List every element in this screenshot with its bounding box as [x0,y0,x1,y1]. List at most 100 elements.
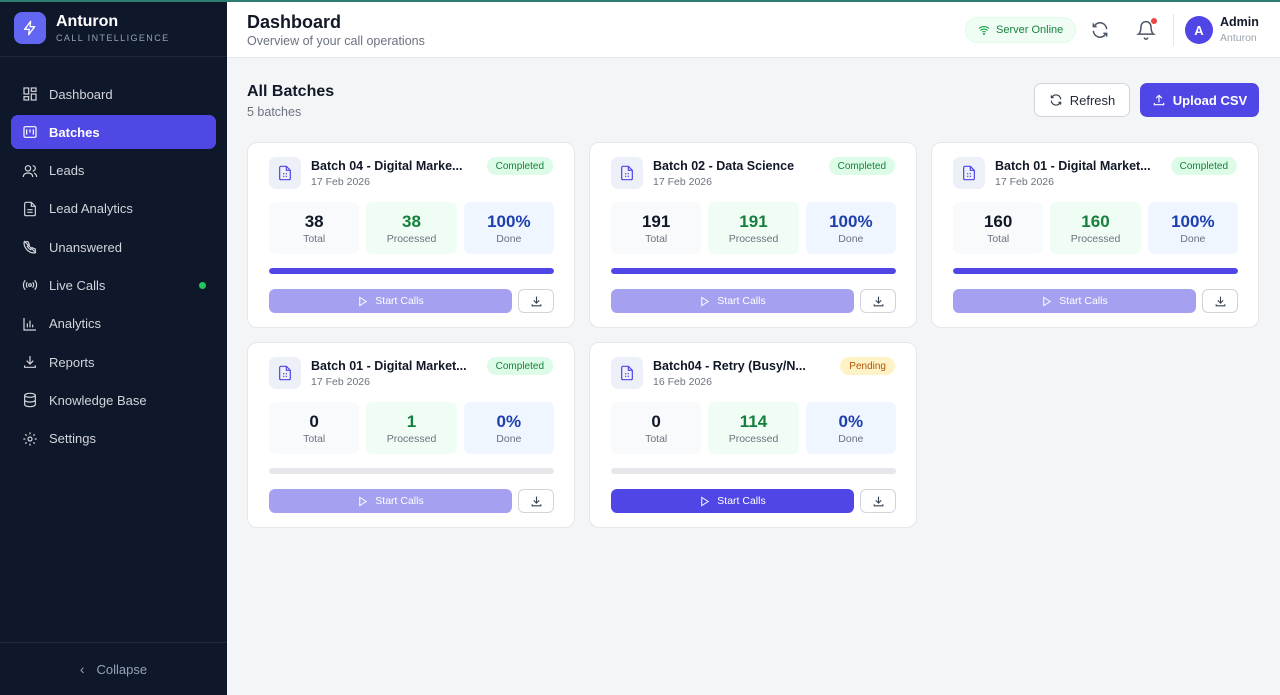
refresh-icon [1050,94,1061,106]
stat-processed-value: 1 [406,411,417,431]
download-icon [531,496,541,506]
file-icon [269,157,301,189]
batch-title: Batch 04 - Digital Marke... [311,159,463,173]
batch-title: Batch 01 - Digital Market... [995,159,1151,173]
sidebar: Anturon CALL INTELLIGENCE Dashboard Batc… [0,0,227,695]
sidebar-item-label: Dashboard [49,86,113,102]
stat-done: 100% Done [1147,202,1238,254]
file-icon [269,357,301,389]
download-button[interactable] [518,489,554,513]
progress-bar [269,268,554,274]
stat-total-label: Total [303,232,326,245]
sidebar-item-label: Settings [49,431,96,447]
upload-csv-button[interactable]: Upload CSV [1140,83,1259,117]
avatar[interactable]: A [1185,16,1213,44]
progress-fill [611,268,896,274]
sidebar-item-label: Batches [49,124,100,140]
collapse-button[interactable]: ‹ Collapse [0,642,227,695]
broadcast-icon [21,276,39,294]
sidebar-item-settings[interactable]: Settings [11,422,216,456]
start-calls-button[interactable]: Start Calls [611,289,854,313]
sidebar-item-analytics[interactable]: Analytics [11,307,216,341]
sync-button[interactable] [1086,16,1114,44]
batch-card: Batch 04 - Digital Marke... 17 Feb 2026 … [247,142,575,328]
status-badge: Completed [1170,157,1237,175]
batch-card: Batch04 - Retry (Busy/N... 16 Feb 2026 P… [589,342,917,528]
stat-total-label: Total [645,232,668,245]
stat-processed-label: Processed [728,432,779,445]
server-status-text: Server Online [996,24,1064,36]
stat-done-value: 0% [496,411,522,431]
stat-processed: 1 Processed [366,402,457,454]
stat-total: 160 Total [953,202,1044,254]
sidebar-item-knowledge-base[interactable]: Knowledge Base [11,383,216,417]
stat-total-value: 38 [304,211,324,231]
progress-fill [269,268,554,274]
dashboard-icon [21,85,39,103]
start-calls-button[interactable]: Start Calls [269,489,512,513]
sidebar-item-label: Knowledge Base [49,392,147,408]
sidebar-item-unanswered[interactable]: Unanswered [11,230,216,264]
batch-date: 17 Feb 2026 [311,176,370,188]
stat-done-value: 100% [1171,211,1215,231]
collapse-label: Collapse [96,661,148,677]
stat-done-value: 100% [829,211,873,231]
batch-title: Batch 02 - Data Science [653,159,795,173]
top-accent-line [0,0,1280,2]
batch-title: Batch04 - Retry (Busy/N... [653,359,806,373]
batch-stats: 0 Total 114 Processed 0% Done [611,402,896,454]
document-icon [21,200,39,218]
start-calls-button[interactable]: Start Calls [953,289,1196,313]
stat-total: 0 Total [269,402,360,454]
download-icon [873,496,883,506]
start-calls-button[interactable]: Start Calls [611,489,854,513]
header-divider [1173,14,1174,46]
stat-processed-value: 160 [1081,211,1110,231]
chevron-left-icon: ‹ [79,661,85,677]
stat-total-label: Total [645,432,668,445]
stat-processed-label: Processed [386,432,437,445]
stat-total: 191 Total [611,202,702,254]
sidebar-item-leads[interactable]: Leads [11,154,216,188]
download-button[interactable] [860,289,896,313]
page-title: Dashboard [247,12,342,32]
status-badge: Completed [828,157,895,175]
notifications-button[interactable] [1132,16,1160,44]
start-calls-button[interactable]: Start Calls [269,289,512,313]
stat-processed: 114 Processed [708,402,799,454]
download-button[interactable] [860,489,896,513]
stat-processed-label: Processed [386,232,437,245]
sidebar-item-lead-analytics[interactable]: Lead Analytics [11,192,216,226]
sidebar-item-dashboard[interactable]: Dashboard [11,77,216,111]
file-icon [611,157,643,189]
batch-date: 17 Feb 2026 [995,176,1054,188]
sidebar-item-live-calls[interactable]: Live Calls [11,268,216,302]
stat-total-label: Total [303,432,326,445]
stat-done-value: 100% [487,211,531,231]
user-org: Anturon [1220,32,1257,44]
download-button[interactable] [518,289,554,313]
download-button[interactable] [1202,289,1238,313]
refresh-label: Refresh [1069,92,1116,108]
brand-name: Anturon [56,13,119,30]
start-calls-label: Start Calls [375,295,424,307]
play-icon [1043,295,1052,307]
stat-done-label: Done [496,432,522,445]
sidebar-item-reports[interactable]: Reports [11,345,216,379]
gear-icon [21,430,39,448]
sidebar-item-batches[interactable]: Batches [11,115,216,150]
refresh-button[interactable]: Refresh [1034,83,1130,117]
progress-bar [611,268,896,274]
batch-stats: 160 Total 160 Processed 100% Done [953,202,1238,254]
brand-subtitle: CALL INTELLIGENCE [56,33,170,43]
main-content: All Batches 5 batches Refresh Upload CSV… [227,58,1280,695]
status-badge: Completed [486,357,553,375]
stat-processed-value: 114 [739,411,768,431]
stat-processed: 191 Processed [708,202,799,254]
sidebar-item-label: Unanswered [49,239,122,255]
stat-total-label: Total [987,232,1010,245]
file-icon [953,157,985,189]
page-subtitle: Overview of your call operations [247,34,425,48]
stat-total-value: 191 [641,211,671,231]
batch-stats: 191 Total 191 Processed 100% Done [611,202,896,254]
